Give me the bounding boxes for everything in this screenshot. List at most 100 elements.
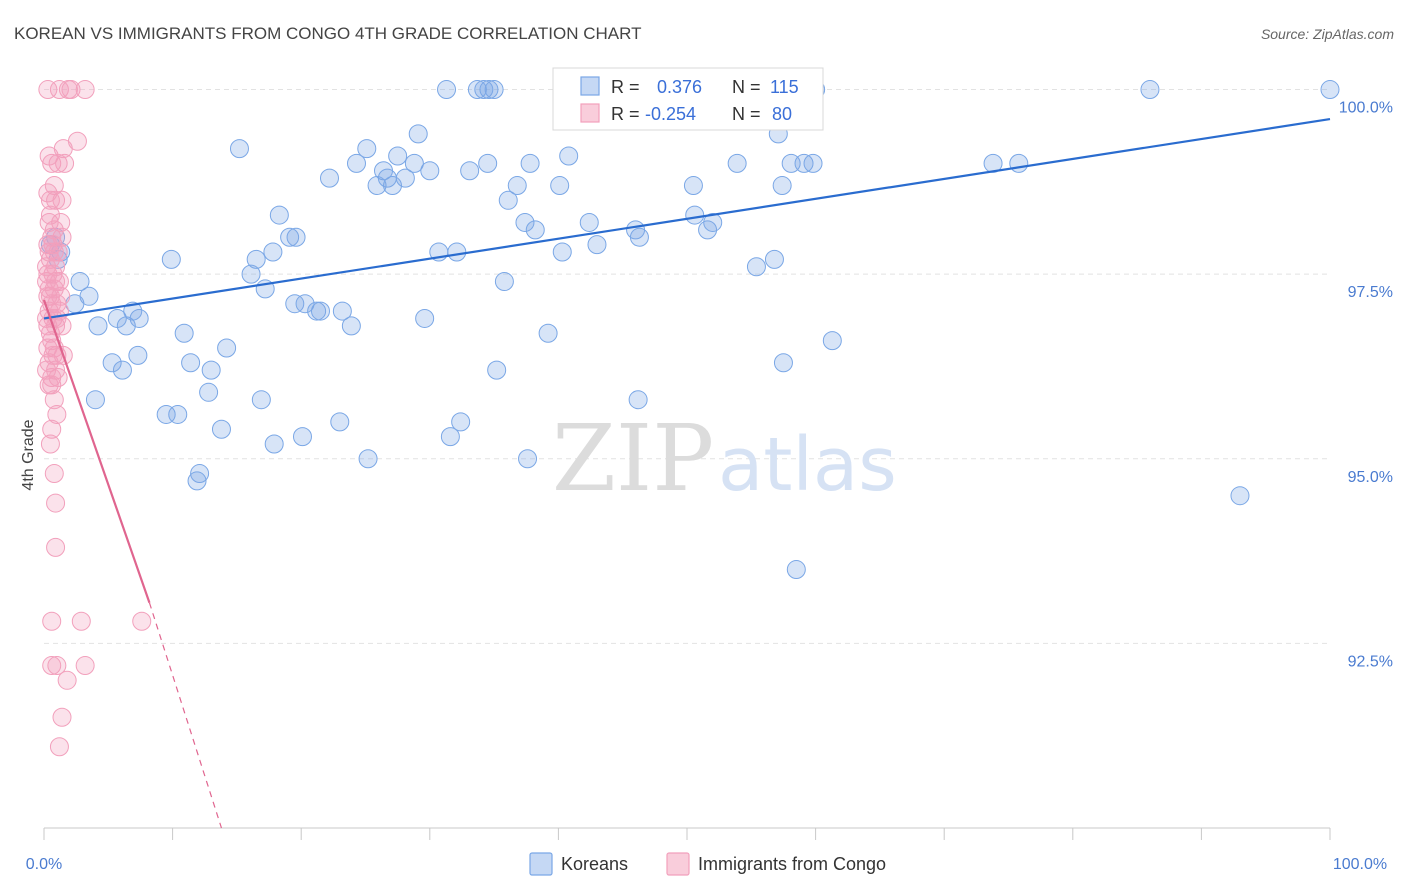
point-congo-61 — [52, 707, 72, 727]
point-congo-55 — [71, 611, 91, 631]
legend-n-label-koreans: N = — [732, 77, 761, 97]
legend-n-value-congo: 80 — [772, 104, 792, 124]
point-congo-64 — [38, 183, 58, 203]
point-koreans-77 — [552, 242, 572, 262]
point-koreans-36 — [285, 294, 305, 314]
point-congo-10 — [44, 176, 64, 196]
point-koreans-46 — [357, 139, 377, 159]
point-koreans-80 — [579, 212, 599, 232]
point-koreans-22 — [156, 404, 176, 424]
point-congo-53 — [46, 537, 66, 557]
watermark: ZIP atlas — [552, 405, 897, 512]
point-koreans-41 — [319, 168, 339, 188]
point-koreans-92 — [727, 153, 747, 173]
point-koreans-84 — [629, 227, 649, 247]
point-congo-12 — [46, 190, 66, 210]
watermark-atlas: atlas — [718, 422, 897, 508]
point-koreans-10 — [129, 308, 149, 328]
point-koreans-38 — [292, 427, 312, 447]
point-koreans-108 — [1230, 486, 1250, 506]
point-koreans-42 — [332, 301, 352, 321]
x-axis-ticks — [43, 828, 1331, 840]
point-koreans-79 — [538, 323, 558, 343]
point-koreans-44 — [330, 412, 350, 432]
point-congo-74 — [42, 375, 62, 395]
point-koreans-31 — [251, 390, 271, 410]
point-koreans-73 — [525, 220, 545, 240]
point-congo-31 — [47, 294, 67, 314]
point-koreans-45 — [346, 153, 366, 173]
point-congo-9 — [55, 153, 75, 173]
point-koreans-7 — [88, 316, 108, 336]
point-congo-45 — [42, 368, 62, 388]
legend-swatch-congo — [580, 103, 600, 123]
point-koreans-76 — [559, 146, 579, 166]
point-congo-75 — [44, 220, 64, 240]
point-koreans-72 — [515, 212, 535, 232]
y-axis-label: 4th Grade — [20, 419, 37, 490]
point-koreans-35 — [286, 227, 306, 247]
legend-r-value-koreans: 0.376 — [657, 77, 702, 97]
y-tick-label-0: 100.0% — [1339, 100, 1393, 117]
point-koreans-20 — [199, 382, 219, 402]
point-koreans-107 — [1140, 80, 1160, 100]
point-koreans-56 — [415, 308, 435, 328]
point-koreans-16 — [161, 249, 181, 269]
legend-swatch-koreans — [580, 76, 600, 96]
point-congo-51 — [44, 464, 64, 484]
point-congo-49 — [47, 404, 67, 424]
point-congo-60 — [57, 670, 77, 690]
point-congo-57 — [42, 656, 62, 676]
series-legend-swatch-koreans — [529, 852, 553, 876]
point-koreans-102 — [822, 331, 842, 351]
point-koreans-63 — [437, 80, 457, 100]
point-koreans-53 — [395, 168, 415, 188]
point-koreans-65 — [474, 80, 494, 100]
series-legend-swatch-congo — [666, 852, 690, 876]
x-tick-label-min: 0.0% — [26, 856, 62, 873]
point-koreans-68 — [498, 190, 518, 210]
point-congo-63 — [37, 257, 57, 277]
point-congo-4 — [75, 80, 95, 100]
point-koreans-37 — [295, 294, 315, 314]
point-koreans-100 — [773, 353, 793, 373]
point-congo-3 — [61, 80, 81, 100]
point-congo-24 — [43, 264, 63, 284]
point-koreans-97 — [772, 176, 792, 196]
point-congo-78 — [43, 345, 63, 365]
point-koreans-12 — [102, 353, 122, 373]
trend-lines — [42, 117, 1331, 829]
point-koreans-19 — [201, 360, 221, 380]
point-koreans-32 — [263, 242, 283, 262]
point-congo-26 — [39, 279, 59, 299]
point-congo-59 — [75, 656, 95, 676]
point-koreans-69 — [494, 272, 514, 292]
point-koreans-113 — [803, 153, 823, 173]
point-koreans-59 — [440, 427, 460, 447]
point-koreans-27 — [229, 139, 249, 159]
point-koreans-28 — [241, 264, 261, 284]
point-koreans-13 — [112, 360, 132, 380]
point-koreans-43 — [341, 316, 361, 336]
gridlines — [44, 89, 1330, 644]
point-congo-58 — [47, 656, 67, 676]
point-congo-77 — [39, 242, 59, 262]
point-koreans-17 — [174, 323, 194, 343]
point-koreans-111 — [518, 449, 538, 469]
y-axis-tick-labels: 100.0% 97.5% 95.0% 92.5% — [1339, 100, 1393, 671]
series-legend-label-congo: Immigrants from Congo — [698, 854, 886, 874]
point-koreans-26 — [187, 471, 207, 491]
point-koreans-71 — [507, 176, 527, 196]
point-koreans-40 — [310, 301, 330, 321]
point-koreans-87 — [683, 176, 703, 196]
point-congo-73 — [37, 272, 57, 292]
point-congo-71 — [40, 205, 60, 225]
point-koreans-34 — [280, 227, 300, 247]
point-koreans-15 — [85, 390, 105, 410]
series-legend: Koreans Immigrants from Congo — [529, 852, 886, 876]
legend-r-label-koreans: R = — [611, 77, 640, 97]
point-koreans-24 — [211, 419, 231, 439]
point-congo-65 — [39, 146, 59, 166]
x-tick-label-max: 100.0% — [1333, 856, 1387, 873]
point-koreans-33 — [269, 205, 289, 225]
